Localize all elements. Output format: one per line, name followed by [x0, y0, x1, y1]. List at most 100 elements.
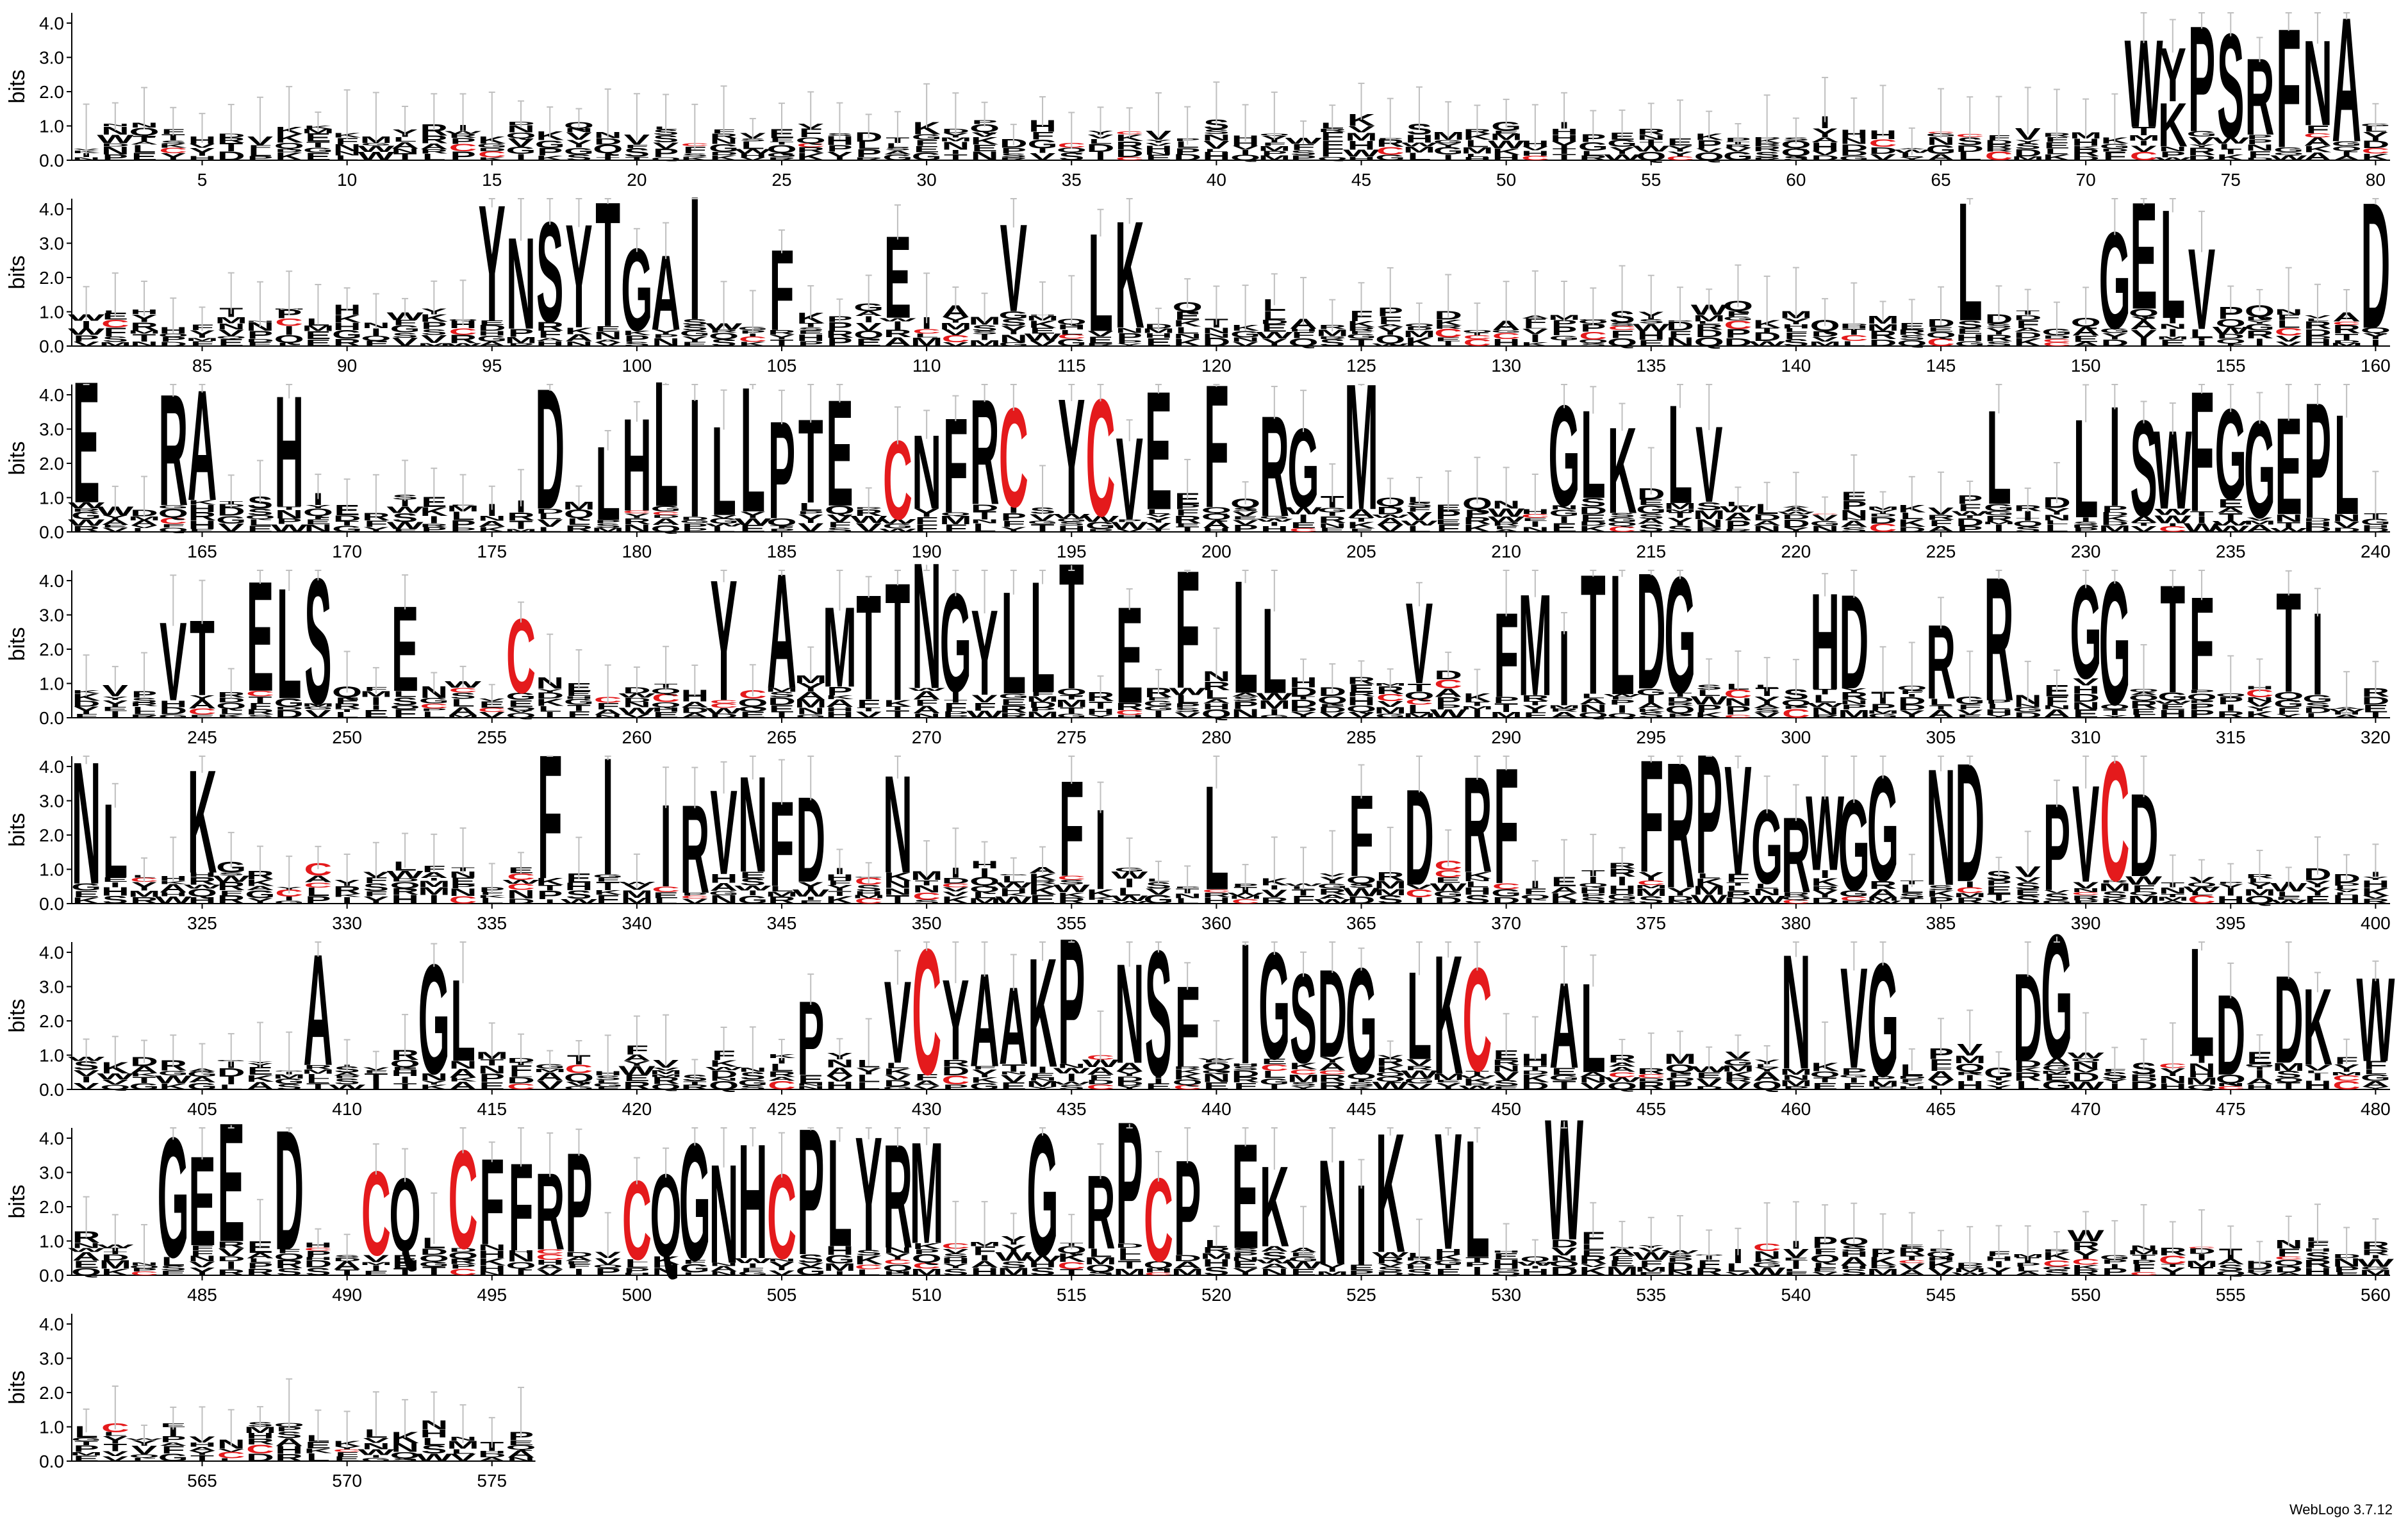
letter-C: C [1869, 138, 1897, 149]
stack-44: QFFFRL [1317, 104, 1348, 161]
letter-D: D [2100, 148, 2129, 153]
letter-W: W [1488, 138, 1525, 151]
letter-D: D [478, 147, 506, 152]
letter-I: I [284, 324, 295, 338]
stack-259: NAFC [594, 664, 622, 719]
stack-546: WMDD [1952, 1226, 1988, 1277]
letter-V: V [2131, 144, 2156, 154]
x-tick-label: 330 [332, 913, 362, 933]
x-tick-label: 560 [2361, 1285, 2391, 1305]
letter-F: F [1175, 536, 1200, 724]
letter-T: T [1639, 141, 1663, 147]
letter-K: K [2043, 153, 2071, 162]
letter-Q: Q [593, 142, 623, 156]
letter-P: P [450, 149, 475, 163]
x-tick-label: 65 [1931, 170, 1950, 190]
letter-R: R [449, 133, 477, 139]
letter-W: W [1343, 148, 1380, 160]
letter-F: F [103, 325, 127, 339]
letter-L: L [1958, 167, 1983, 356]
y-tick-label: 1.0 [39, 488, 64, 508]
letter-G: G [477, 142, 507, 149]
x-tick-label: 10 [337, 170, 357, 190]
letter-V: V [1696, 148, 1722, 154]
letter-S: S [885, 147, 911, 151]
letter-R: R [796, 145, 825, 154]
x-tick-label: 500 [622, 1285, 652, 1305]
letter-S: S [1957, 135, 1983, 147]
letter-D: D [1116, 147, 1144, 159]
y-tick-label: 2.0 [39, 82, 64, 102]
letter-Q: Q [766, 143, 796, 155]
letter-D: D [246, 338, 274, 343]
letter-E: E [131, 151, 157, 163]
x-tick-label: 420 [622, 1099, 652, 1119]
letter-P: P [653, 147, 679, 160]
stack-374: GGHIRR [1607, 847, 1637, 905]
letter-Q: Q [274, 141, 304, 151]
y-tick-label: 4.0 [39, 385, 64, 405]
letter-H: H [739, 153, 767, 158]
letter-P: P [2247, 134, 2272, 141]
stack-564: GFAPIE [158, 1406, 188, 1464]
stack-85: FMYF [186, 306, 219, 348]
letter-D: D [2246, 157, 2274, 161]
stack-37: CDRKC [1116, 107, 1144, 161]
stack-511: SYHSVC [941, 1200, 969, 1277]
letter-F: F [799, 126, 823, 140]
stack-361: CMWTP [1227, 864, 1264, 905]
letter-G: G [2186, 130, 2216, 138]
letter-W: W [358, 144, 395, 154]
letter-F: F [1204, 349, 1229, 545]
x-tick-label: 140 [1781, 356, 1811, 376]
letter-D: D [2361, 139, 2389, 151]
letter-T: T [595, 164, 620, 364]
letter-S: S [1059, 151, 1084, 163]
x-tick-label: 335 [477, 913, 507, 933]
stack-19: TIQDN [593, 88, 623, 161]
letter-T: T [1581, 540, 1606, 731]
letter-S: S [1001, 153, 1027, 158]
letter-I: I [2225, 149, 2236, 156]
letter-F: F [683, 145, 707, 156]
letter-L: L [393, 136, 417, 143]
x-tick-label: 180 [622, 542, 652, 561]
letter-G: G [361, 142, 391, 147]
x-tick-label: 535 [1636, 1285, 1666, 1305]
letter-Y: Y [2363, 129, 2388, 144]
letter-I: I [1240, 908, 1251, 1100]
letter-I: I [602, 153, 613, 159]
stack-157: VVCLFN [2275, 267, 2303, 347]
logo-row-8: 0.0 1.0 2.0 3.0 4.0 bits EMPTGLVVTYLCLQVYWGFAP… [5, 1314, 536, 1491]
